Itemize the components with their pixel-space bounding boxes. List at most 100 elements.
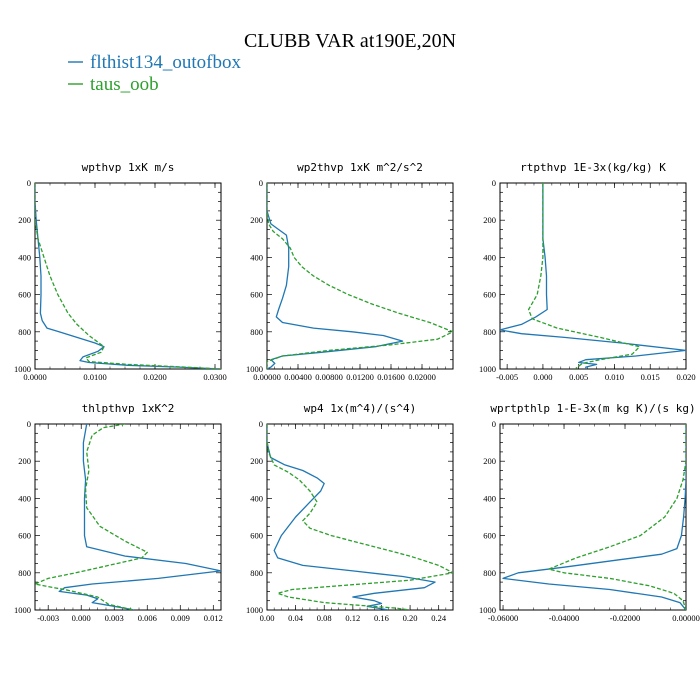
x-tick-label: 0.01600 <box>377 372 405 382</box>
y-tick-label: 200 <box>250 215 263 225</box>
x-tick-label: -0.06000 <box>488 613 518 623</box>
y-tick-label: 800 <box>250 327 263 337</box>
x-tick-label: 0.00800 <box>315 372 343 382</box>
series-line-taus-oob <box>548 424 686 610</box>
x-tick-label: 0.00 <box>260 613 275 623</box>
x-tick-label: 0.16 <box>374 613 389 623</box>
x-tick-label: -0.003 <box>37 613 59 623</box>
series-line-flthist134 <box>58 424 221 610</box>
y-tick-label: 400 <box>18 493 31 503</box>
legend-label-taus-oob: taus_oob <box>90 74 159 95</box>
x-tick-label: 0.010 <box>605 372 624 382</box>
y-tick-label: 800 <box>18 327 31 337</box>
y-tick-label: 1000 <box>14 364 31 374</box>
x-tick-label: 0.12 <box>345 613 360 623</box>
x-tick-label: 0.015 <box>641 372 660 382</box>
panel-3: rtpthvp 1E-3x(kg/kg) K 0 200 400 600 800 1000-… <box>479 161 696 382</box>
legend-label-flthist134: flthist134_outofbox <box>90 52 241 73</box>
panel-title: rtpthvp 1E-3x(kg/kg) K <box>520 161 666 174</box>
y-tick-label: 600 <box>483 290 496 300</box>
x-tick-label: 0.003 <box>105 613 124 623</box>
y-tick-label: 200 <box>250 456 263 466</box>
y-tick-label: 0 <box>27 419 31 429</box>
x-tick-label: 0.04 <box>288 613 304 623</box>
series-line-taus-oob <box>35 424 148 610</box>
x-tick-label: 0.0000 <box>23 372 46 382</box>
y-tick-label: 1000 <box>14 605 31 615</box>
series-line-flthist134 <box>502 424 686 610</box>
y-tick-label: 200 <box>483 215 496 225</box>
x-tick-label: 0.009 <box>171 613 190 623</box>
panel-4: thlpthvp 1xK^2 0 200 400 600 800 1000 -0.003 0.0… <box>14 402 223 623</box>
x-tick-label: 0.08 <box>317 613 332 623</box>
y-tick-label: 800 <box>18 568 31 578</box>
y-tick-label: 0 <box>259 178 263 188</box>
x-tick-label: 0.0200 <box>143 372 166 382</box>
y-tick-label: 200 <box>483 456 496 466</box>
y-tick-label: 1000 <box>479 364 496 374</box>
y-tick-label: 600 <box>483 531 496 541</box>
y-tick-label: 600 <box>18 531 31 541</box>
y-tick-label: 0 <box>27 178 31 188</box>
plot-frame <box>34 182 222 370</box>
x-tick-label: 0.006 <box>138 613 157 623</box>
panel-title: thlpthvp 1xK^2 <box>82 402 175 415</box>
x-tick-label: 0.012 <box>204 613 223 623</box>
plot-frame <box>499 182 687 370</box>
x-tick-label: -0.02000 <box>610 613 640 623</box>
y-tick-label: 1000 <box>246 605 263 615</box>
x-tick-label: 0.00400 <box>284 372 312 382</box>
y-tick-label: 800 <box>250 568 263 578</box>
y-tick-label: 200 <box>18 215 31 225</box>
x-tick-label: 0.20 <box>403 613 418 623</box>
series-line-taus-oob <box>35 183 221 369</box>
x-tick-label: 0.0100 <box>83 372 106 382</box>
panel-title: wp4 1x(m^4)/(s^4) <box>304 402 417 415</box>
y-tick-label: 400 <box>250 252 263 262</box>
panel-title: wprtpthlp 1-E-3x(m kg K)/(s kg) <box>490 402 695 415</box>
x-tick-label: 0.02000 <box>408 372 436 382</box>
x-tick-label: 0.01200 <box>346 372 374 382</box>
series-line-flthist134 <box>500 183 686 369</box>
series-line-taus-oob <box>267 424 453 610</box>
x-tick-label: 0.0300 <box>203 372 226 382</box>
y-tick-label: 200 <box>18 456 31 466</box>
series-line-flthist134 <box>267 424 436 610</box>
x-tick-label: 0.24 <box>431 613 447 623</box>
legend: flthist134_outofbox taus_oob <box>68 52 241 95</box>
y-tick-label: 400 <box>483 493 496 503</box>
panel-title: wpthvp 1xK m/s <box>82 161 175 174</box>
y-tick-label: 800 <box>483 327 496 337</box>
x-tick-label: 0.020 <box>676 372 695 382</box>
y-tick-label: 0 <box>492 419 496 429</box>
series-line-flthist134 <box>267 183 404 369</box>
series-line-taus-oob <box>267 183 453 369</box>
figure-title: CLUBB VAR at190E,20N <box>244 30 456 52</box>
x-tick-label: 0.00000 <box>253 372 281 382</box>
panel-6: wprtpthlp 1-E-3x(m kg K)/(s kg) 0 200 400 60… <box>479 402 700 623</box>
y-tick-label: 800 <box>483 568 496 578</box>
x-tick-label: -0.005 <box>496 372 518 382</box>
series-line-flthist134 <box>35 183 221 369</box>
x-tick-label: -0.04000 <box>549 613 579 623</box>
y-tick-label: 400 <box>18 252 31 262</box>
y-tick-label: 600 <box>18 290 31 300</box>
y-tick-label: 400 <box>483 252 496 262</box>
plot-frame <box>34 423 222 611</box>
series-line-taus-oob <box>527 183 641 369</box>
y-tick-label: 0 <box>259 419 263 429</box>
y-tick-label: 0 <box>492 178 496 188</box>
y-tick-label: 1000 <box>246 364 263 374</box>
plot-frame <box>499 423 687 611</box>
x-tick-label: 0.000 <box>72 613 91 623</box>
y-tick-label: 600 <box>250 531 263 541</box>
x-tick-label: 0.005 <box>569 372 588 382</box>
x-tick-label: 0.00000 <box>672 613 700 623</box>
y-tick-label: 600 <box>250 290 263 300</box>
x-tick-label: 0.000 <box>533 372 552 382</box>
panel-title: wp2thvp 1xK m^2/s^2 <box>297 161 423 174</box>
